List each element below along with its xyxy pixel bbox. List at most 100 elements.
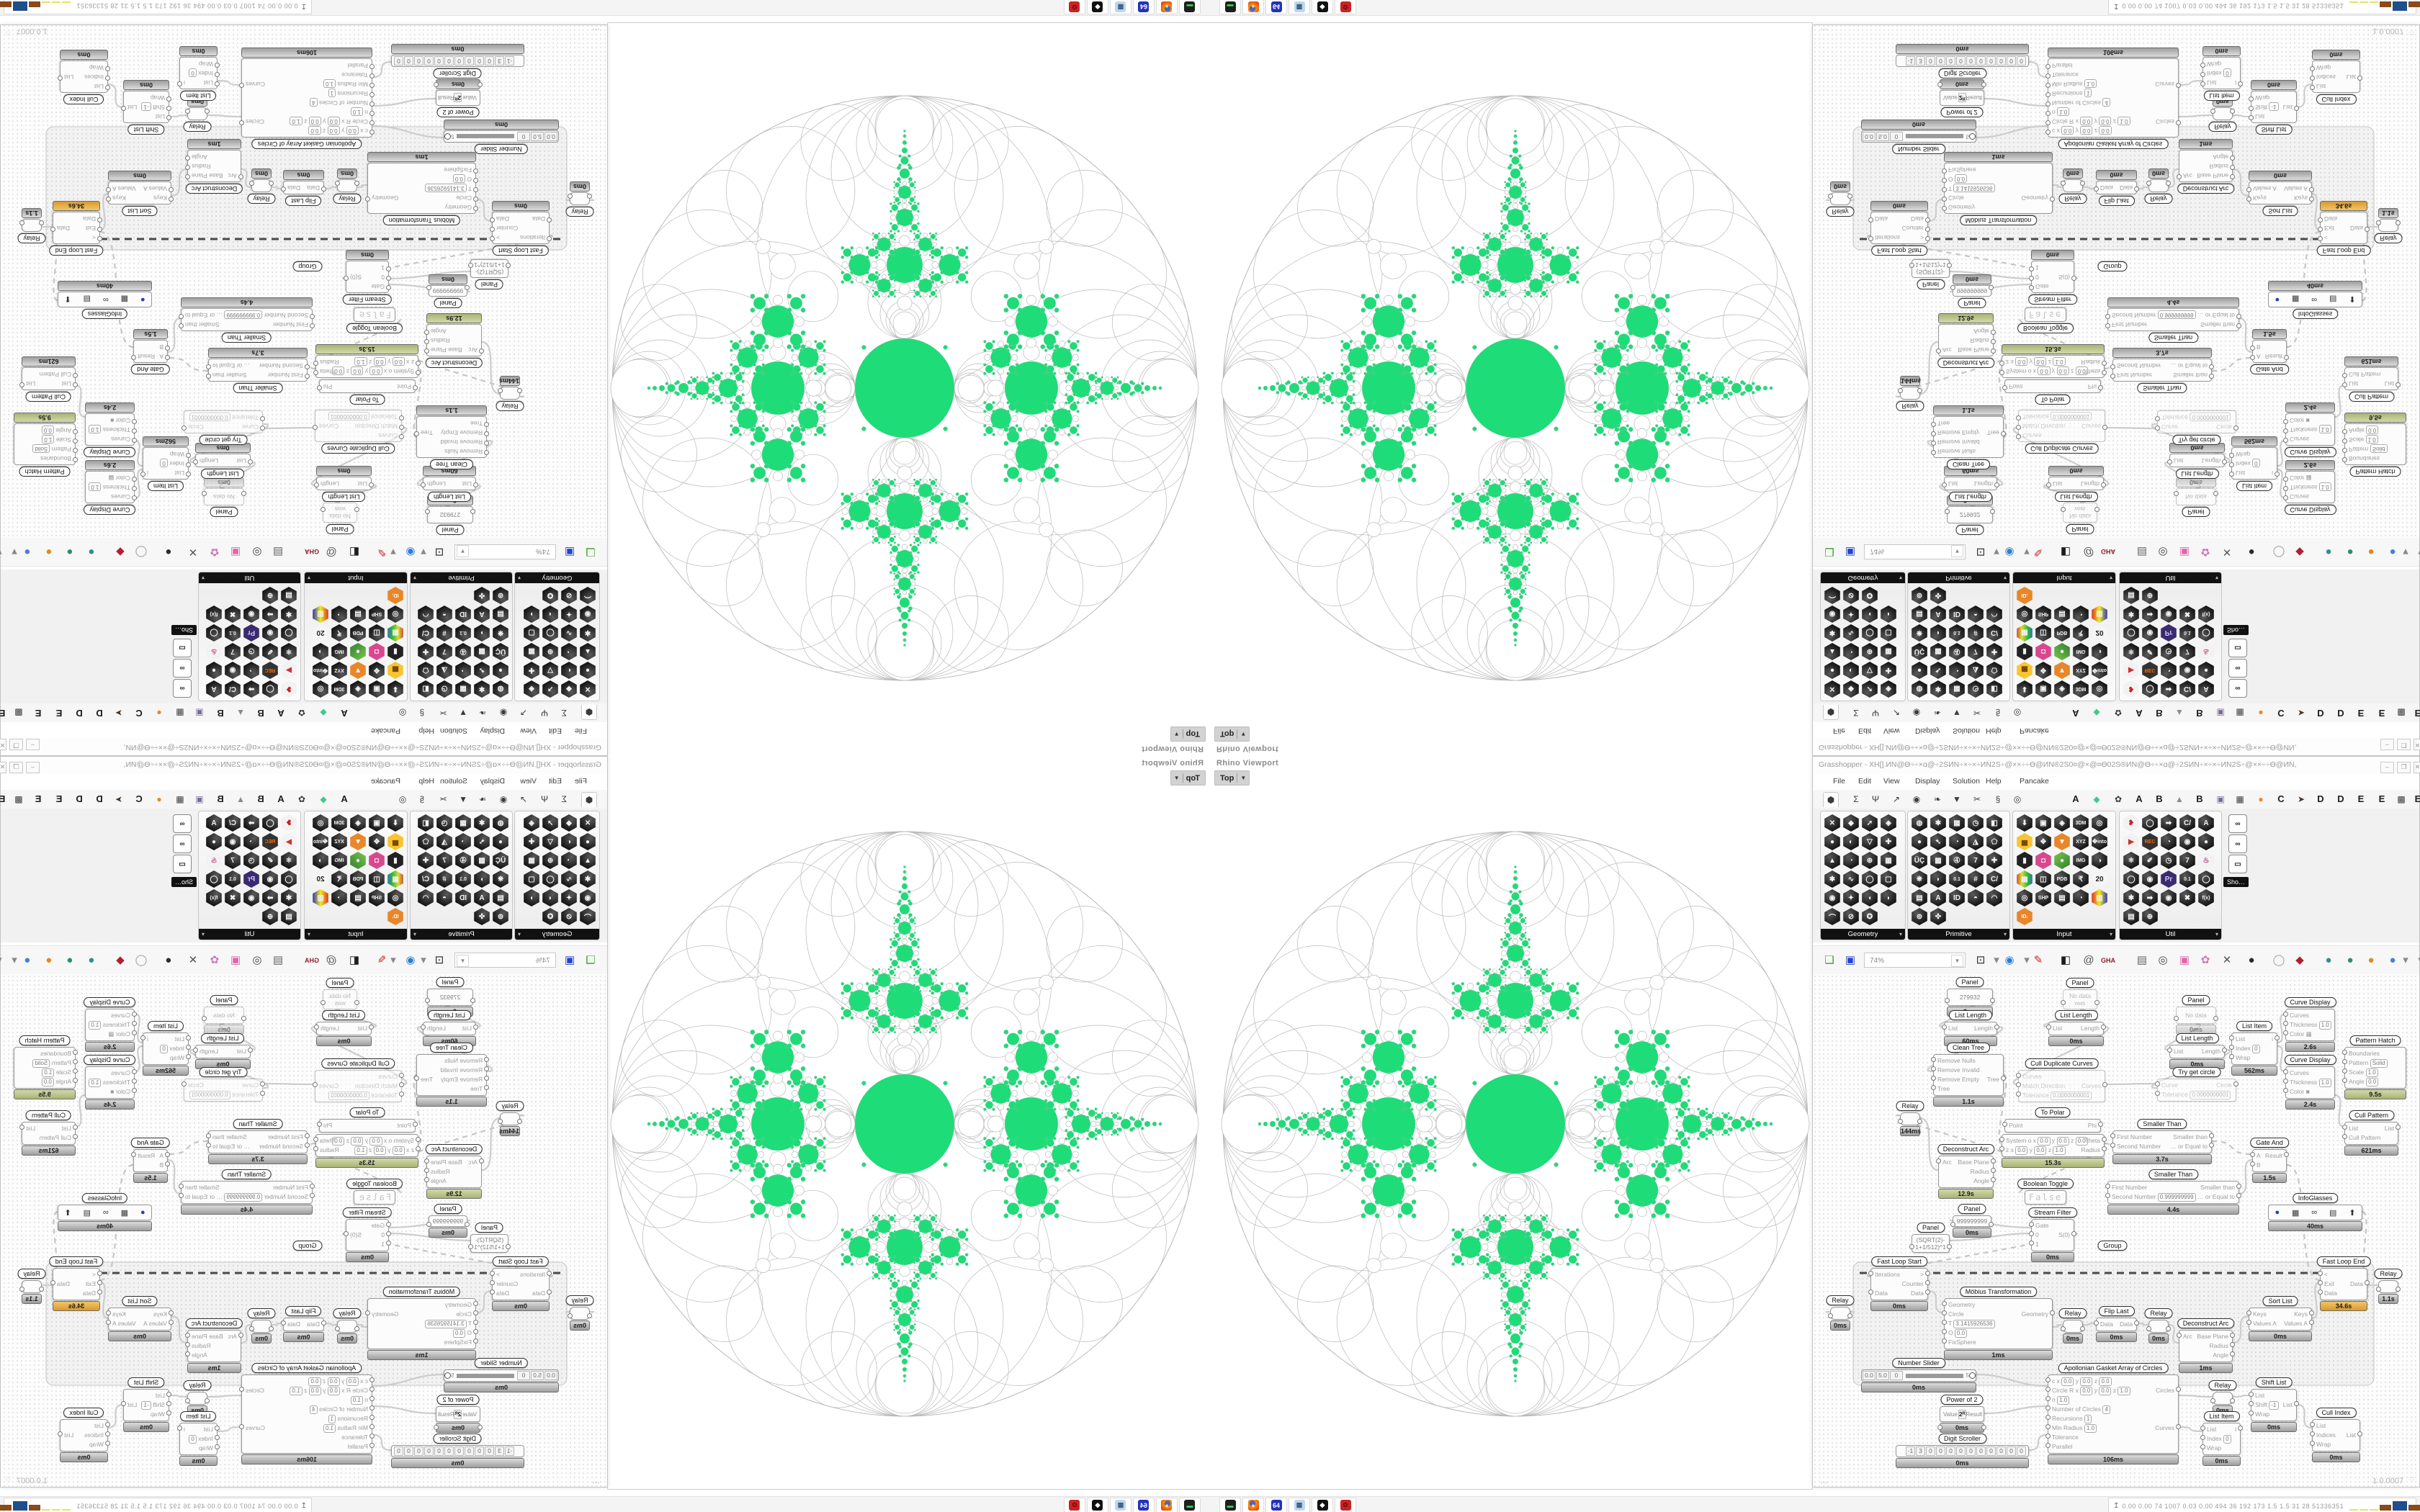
node-label[interactable]: Cull Duplicate Curves xyxy=(2025,1058,2099,1068)
input-param[interactable]: First Number xyxy=(272,321,308,328)
gh-node-infoglasses[interactable]: InfoGlasses ● ▦ ∞ ▤ ⬆ 40ms xyxy=(58,281,152,319)
node-body[interactable]: ● ▦ ∞ ▤ ⬆ xyxy=(2268,1205,2362,1220)
input-port[interactable] xyxy=(473,168,478,174)
input-port[interactable] xyxy=(1999,370,2004,375)
component-icon[interactable]: ▭ xyxy=(173,639,192,657)
output-port[interactable] xyxy=(1981,82,1986,87)
component-icon[interactable]: ◔ xyxy=(2161,833,2177,850)
input-port[interactable] xyxy=(1868,217,1873,222)
output-port[interactable] xyxy=(317,385,322,390)
output-param[interactable]: i xyxy=(2235,1426,2236,1433)
output-param[interactable]: Curves xyxy=(246,81,265,88)
output-port[interactable] xyxy=(281,186,286,192)
output-port[interactable] xyxy=(202,491,207,496)
output-port[interactable] xyxy=(321,1000,326,1005)
input-param[interactable]: Cull Pattern xyxy=(2349,371,2381,378)
node-label[interactable]: Relay xyxy=(565,207,594,217)
notes-icon[interactable]: ▤ xyxy=(272,954,284,966)
gh-node-list-item-2[interactable]: List Item List i Index 0 Wrap 0ms xyxy=(2200,1411,2243,1466)
input-param[interactable]: Values A xyxy=(2253,185,2277,192)
balloons-icon[interactable]: ✿ xyxy=(2200,954,2210,966)
node-label[interactable]: List Length xyxy=(427,1010,472,1020)
menu-item-help[interactable]: Help xyxy=(1986,726,2002,735)
input-port[interactable] xyxy=(132,1088,137,1093)
node-body[interactable]: List Indices List Wrap xyxy=(2312,1419,2360,1452)
node-body[interactable]: Gate 0 S(0) 1 xyxy=(346,261,389,293)
component-tab-icon[interactable]: ✿ xyxy=(297,794,306,804)
node-label[interactable]: InfoGlasses xyxy=(2292,1193,2339,1203)
gh-node-list-item-1[interactable]: List Item List i Index 0 Wrap 562ms xyxy=(2229,436,2280,491)
output-port[interactable] xyxy=(2094,1000,2099,1005)
input-port[interactable] xyxy=(2229,453,2234,458)
node-body[interactable]: Curves Match Direction Curves Tolerance 0.0… xyxy=(315,1070,402,1102)
gh-node-curve-display-1[interactable]: Curve Display Curves Thickness 1.0 Color ▦ 2… xyxy=(2283,460,2336,515)
input-param[interactable]: Indices xyxy=(84,1431,104,1439)
component-icon[interactable]: 7 xyxy=(436,852,453,869)
output-param[interactable]: Radius xyxy=(320,1146,339,1153)
node-label[interactable]: Relay xyxy=(333,194,362,204)
component-icon[interactable]: ⊕ xyxy=(2142,908,2158,925)
sphere-caret-icon[interactable]: ▾ xyxy=(2403,954,2408,966)
input-port[interactable] xyxy=(2045,1443,2051,1448)
output-port[interactable] xyxy=(2396,220,2401,225)
output-port[interactable] xyxy=(2396,1287,2401,1292)
node-label[interactable]: Relay xyxy=(496,401,524,411)
input-port[interactable] xyxy=(241,491,246,496)
gh-node-smaller-than-1[interactable]: Smaller Than First Number Smaller than Seco… xyxy=(2110,1119,2214,1164)
slider-knob[interactable] xyxy=(444,1372,451,1379)
component-tab-icon[interactable]: E xyxy=(55,708,63,719)
node-label[interactable]: Shift List xyxy=(2255,1377,2293,1387)
output-port[interactable] xyxy=(185,174,190,179)
input-port[interactable] xyxy=(166,1410,171,1416)
panel-value[interactable]: (SQRT(2)- 1+1/512)^1 xyxy=(1915,261,1946,276)
component-icon[interactable]: ➴ xyxy=(1930,833,1946,850)
node-body[interactable]: 0.0 5.0 0 5 xyxy=(444,1369,559,1382)
node-label[interactable]: Smaller Than xyxy=(2148,1169,2199,1179)
component-icon[interactable]: ∞ xyxy=(2228,659,2247,678)
calculator-icon[interactable]: ▦ xyxy=(1289,0,1310,14)
input-port[interactable] xyxy=(2146,181,2151,186)
node-label[interactable]: List Length xyxy=(322,1010,366,1020)
node-body[interactable]: Geometry Circle Geometry T 3.1415926536 O 0.… xyxy=(1944,163,2053,214)
digit-cell[interactable]: 0 xyxy=(1986,56,1996,66)
input-param[interactable]: Remove Empty xyxy=(440,1076,483,1083)
input-param[interactable]: List xyxy=(2174,1048,2184,1055)
output-port[interactable] xyxy=(140,1035,145,1040)
component-icon[interactable]: ₹ xyxy=(2072,624,2089,642)
input-param[interactable]: Remove Invalid xyxy=(1937,1066,1980,1074)
output-port[interactable] xyxy=(468,1244,473,1249)
input-param[interactable]: 0 xyxy=(381,274,385,281)
input-port[interactable] xyxy=(260,416,265,421)
zoom-dropdown[interactable]: 74% ▼ xyxy=(1864,953,1966,968)
input-param[interactable]: Parallel xyxy=(347,62,368,69)
component-icon[interactable]: ⊕ xyxy=(542,643,559,660)
node-label[interactable]: Möbius Transformation xyxy=(382,1287,461,1297)
output-port[interactable] xyxy=(106,1320,111,1325)
node-label[interactable]: Panel xyxy=(2182,995,2210,1005)
component-icon[interactable]: ➴ xyxy=(473,662,490,679)
sketch-pen-icon[interactable]: ✎ xyxy=(2033,546,2043,558)
node-body[interactable]: No data xyxy=(2176,488,2216,505)
node-body[interactable]: Boundaries Pattern Solid Scale 1.0 Angle 0.… xyxy=(2344,1047,2406,1089)
node-label[interactable]: Panel xyxy=(326,978,354,988)
panel-value[interactable]: 279932 xyxy=(1959,994,1981,1001)
output-param[interactable]: List xyxy=(26,380,36,387)
input-port[interactable] xyxy=(369,1405,375,1410)
component-icon[interactable]: XYZ xyxy=(2073,833,2089,850)
node-label[interactable]: Sort List xyxy=(2262,206,2298,216)
component-icon[interactable]: ⊘ xyxy=(560,908,578,925)
node-body[interactable]: < Exit Data Data xyxy=(2320,1268,2367,1300)
input-param[interactable]: Boundaries xyxy=(40,1050,71,1057)
panel-value[interactable]: 999999999 xyxy=(1956,1218,1988,1225)
output-param[interactable]: List xyxy=(2282,1401,2293,1408)
component-tab-icon[interactable]: ◆ xyxy=(320,708,327,718)
node-label[interactable]: Panel xyxy=(2182,507,2210,517)
input-param[interactable]: c x 0.0 y 0.0 z 0.0 xyxy=(308,1377,368,1386)
menu-item-pancake[interactable]: Pancake xyxy=(371,777,400,786)
component-icon[interactable]: ➚ xyxy=(1862,814,1878,832)
input-port[interactable] xyxy=(2283,428,2288,433)
component-icon[interactable]: ✕ xyxy=(1824,680,1841,698)
input-port[interactable] xyxy=(260,426,265,431)
output-param[interactable]: Data xyxy=(2120,1320,2133,1328)
gh-node-power-of-2[interactable]: Power of 2 Value 2ᴿ Result 0ms xyxy=(1937,79,1986,117)
